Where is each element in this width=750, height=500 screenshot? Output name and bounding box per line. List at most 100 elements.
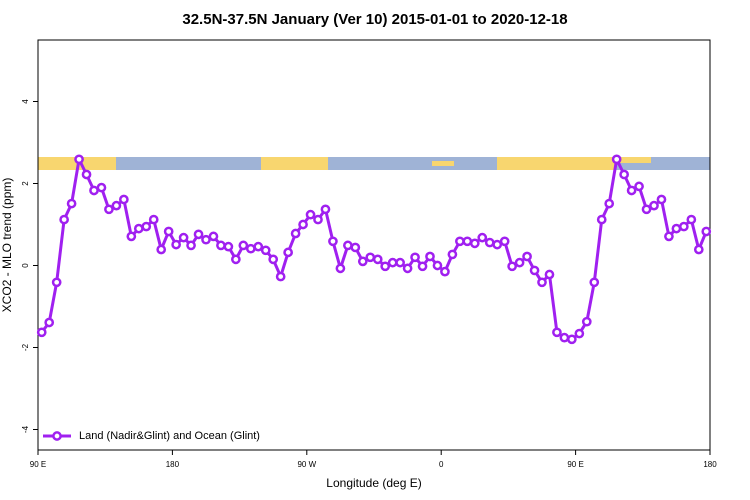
data-point xyxy=(395,257,405,268)
data-point xyxy=(178,232,189,243)
data-point xyxy=(171,239,181,250)
data-point xyxy=(133,223,144,234)
data-point xyxy=(51,277,62,288)
data-point xyxy=(350,242,361,253)
data-point xyxy=(656,194,667,205)
data-point xyxy=(544,269,555,280)
series-line xyxy=(40,157,708,341)
data-point xyxy=(275,271,286,282)
data-point xyxy=(59,214,69,225)
data-point xyxy=(305,209,316,220)
data-point xyxy=(298,219,308,230)
data-point xyxy=(223,241,234,252)
data-point xyxy=(96,182,107,193)
data-point xyxy=(701,226,712,237)
data-point xyxy=(507,261,517,272)
data-point xyxy=(148,214,159,225)
data-point xyxy=(693,244,704,255)
data-point xyxy=(66,198,77,209)
data-point xyxy=(328,236,338,247)
data-point xyxy=(425,251,435,262)
data-point xyxy=(89,185,99,196)
y-tick-label: -2 xyxy=(21,343,30,351)
data-point xyxy=(119,194,129,205)
data-point xyxy=(357,256,368,267)
data-point xyxy=(440,266,450,277)
data-point xyxy=(238,240,249,251)
data-point xyxy=(611,154,622,165)
data-point xyxy=(216,240,226,251)
data-point xyxy=(335,263,346,274)
data-point xyxy=(522,251,532,262)
data-point xyxy=(193,229,204,240)
data-point xyxy=(417,261,428,272)
data-point xyxy=(604,198,615,209)
data-point xyxy=(649,200,659,211)
data-point xyxy=(260,245,271,256)
data-point xyxy=(372,254,383,265)
y-tick-label: 2 xyxy=(21,181,30,186)
legend-marker xyxy=(52,431,62,441)
data-point xyxy=(626,185,637,196)
data-point xyxy=(402,263,413,274)
data-point xyxy=(141,221,152,232)
data-point xyxy=(104,204,114,215)
data-point xyxy=(581,316,592,327)
data-point xyxy=(596,214,607,225)
y-tick-label: 4 xyxy=(21,99,30,104)
x-tick-label: 180 xyxy=(703,460,717,469)
data-point xyxy=(343,240,353,251)
chart-title: 32.5N-37.5N January (Ver 10) 2015-01-01 … xyxy=(182,11,567,28)
data-point xyxy=(574,328,585,339)
land-band xyxy=(615,157,651,163)
data-point xyxy=(432,260,443,271)
data-point xyxy=(231,254,241,265)
data-point xyxy=(514,257,525,268)
data-point xyxy=(477,232,488,243)
data-point xyxy=(126,231,137,242)
land-ocean-strip xyxy=(38,157,710,170)
data-point xyxy=(484,237,495,248)
data-point xyxy=(671,223,682,234)
plot-frame xyxy=(37,39,711,451)
y-axis-label: XCO2 - MLO trend (ppm) xyxy=(0,178,14,313)
x-tick-label: 0 xyxy=(439,460,444,469)
data-point xyxy=(365,252,376,263)
data-point xyxy=(380,261,391,272)
data-point xyxy=(641,204,652,215)
data-point xyxy=(208,231,219,242)
data-point xyxy=(619,169,629,180)
data-point xyxy=(589,277,600,288)
data-point xyxy=(410,252,420,263)
y-tick-label: -4 xyxy=(21,425,30,433)
x-tick-label: 90 E xyxy=(567,460,583,469)
land-band xyxy=(261,157,328,170)
x-tick-label: 90 E xyxy=(30,460,46,469)
data-point xyxy=(552,327,562,338)
data-point xyxy=(44,317,55,328)
data-point xyxy=(36,327,47,338)
data-point xyxy=(201,234,211,245)
data-point xyxy=(111,200,122,211)
data-point xyxy=(447,249,458,260)
data-point xyxy=(268,254,279,265)
data-point xyxy=(313,214,323,225)
data-point xyxy=(529,265,540,276)
data-point xyxy=(387,257,398,268)
land-band xyxy=(432,161,454,166)
data-point xyxy=(679,221,689,232)
data-point xyxy=(567,334,577,345)
data-point xyxy=(559,332,570,343)
data-point xyxy=(455,236,465,247)
data-point xyxy=(290,228,301,239)
data-point xyxy=(686,214,697,225)
x-axis-label: Longitude (deg E) xyxy=(326,476,421,490)
data-point xyxy=(320,204,331,215)
data-point xyxy=(186,240,196,251)
data-point xyxy=(462,236,473,247)
legend-label: Land (Nadir&Glint) and Ocean (Glint) xyxy=(79,430,260,442)
data-point xyxy=(245,243,256,254)
x-tick-label: 90 W xyxy=(297,460,316,469)
data-point xyxy=(499,236,510,247)
